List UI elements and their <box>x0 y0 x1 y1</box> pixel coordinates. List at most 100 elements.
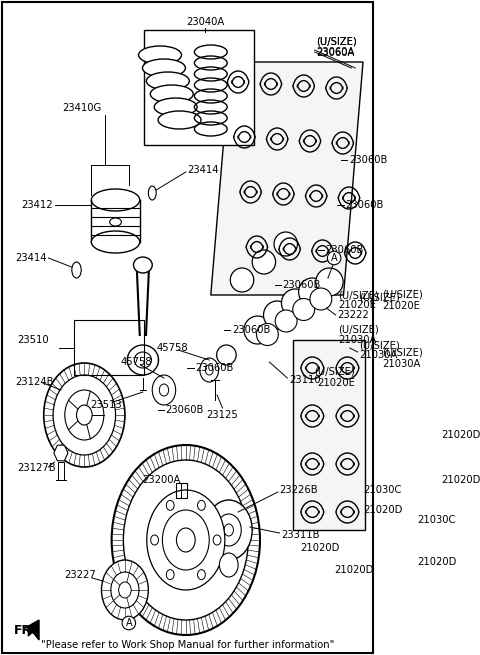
Circle shape <box>177 528 195 552</box>
Text: A: A <box>125 618 132 628</box>
Text: 21020E: 21020E <box>317 378 355 388</box>
Polygon shape <box>293 340 365 530</box>
Ellipse shape <box>264 301 291 329</box>
Text: 23412: 23412 <box>22 200 53 210</box>
Text: 23410G: 23410G <box>62 103 102 113</box>
Text: 21030C: 21030C <box>363 485 401 495</box>
Text: 23414: 23414 <box>187 165 219 175</box>
Circle shape <box>151 535 158 545</box>
Ellipse shape <box>299 278 326 306</box>
Polygon shape <box>54 445 68 461</box>
Text: 23124B: 23124B <box>16 377 54 387</box>
Text: A: A <box>331 253 337 263</box>
Text: 21030A: 21030A <box>359 350 397 360</box>
Circle shape <box>205 365 213 375</box>
Ellipse shape <box>316 268 343 296</box>
Circle shape <box>205 500 252 560</box>
Ellipse shape <box>293 299 314 320</box>
Circle shape <box>200 358 218 382</box>
Text: 21020D: 21020D <box>334 565 373 575</box>
Circle shape <box>216 514 241 546</box>
Ellipse shape <box>91 189 140 211</box>
Ellipse shape <box>139 46 181 64</box>
Text: 21030C: 21030C <box>418 515 456 525</box>
Text: 23060B: 23060B <box>345 200 384 210</box>
Text: 23040A: 23040A <box>186 17 225 27</box>
Circle shape <box>111 572 139 608</box>
Text: (U/SIZE): (U/SIZE) <box>359 293 400 303</box>
Ellipse shape <box>146 72 189 90</box>
Circle shape <box>198 570 205 580</box>
Ellipse shape <box>275 310 297 332</box>
Text: 23060A: 23060A <box>316 48 355 58</box>
Text: 23060B: 23060B <box>232 325 270 335</box>
Text: FR.: FR. <box>14 624 37 637</box>
Circle shape <box>101 560 148 620</box>
Circle shape <box>147 490 225 590</box>
Text: 23060B: 23060B <box>283 280 321 290</box>
Circle shape <box>159 384 168 396</box>
Bar <box>58 462 64 480</box>
Ellipse shape <box>256 324 278 345</box>
Circle shape <box>219 553 238 577</box>
Ellipse shape <box>72 262 81 278</box>
Text: 23222: 23222 <box>337 310 369 320</box>
Ellipse shape <box>252 250 276 274</box>
Text: (U/SIZE): (U/SIZE) <box>338 325 379 335</box>
Text: 23060B: 23060B <box>195 363 234 373</box>
Text: "Please refer to Work Shop Manual for further information": "Please refer to Work Shop Manual for fu… <box>41 640 334 650</box>
Circle shape <box>198 500 205 510</box>
Ellipse shape <box>148 186 156 200</box>
Text: 21020D: 21020D <box>418 557 457 567</box>
Circle shape <box>224 524 233 536</box>
Text: (U/SIZE): (U/SIZE) <box>316 37 357 47</box>
Circle shape <box>213 535 221 545</box>
Ellipse shape <box>216 345 236 365</box>
Ellipse shape <box>281 289 309 317</box>
Text: 23110: 23110 <box>289 375 321 385</box>
Text: 21020E: 21020E <box>338 300 376 310</box>
Text: 45758: 45758 <box>121 357 153 367</box>
Text: (U/SIZE): (U/SIZE) <box>316 37 357 47</box>
Polygon shape <box>25 620 39 640</box>
Text: 23311B: 23311B <box>281 530 320 540</box>
Text: 23200A: 23200A <box>142 475 180 485</box>
Ellipse shape <box>154 98 197 116</box>
Polygon shape <box>211 62 363 295</box>
Text: 23060B: 23060B <box>349 155 387 165</box>
Ellipse shape <box>110 218 121 226</box>
Text: 45758: 45758 <box>156 343 188 353</box>
Text: 23227: 23227 <box>64 570 96 580</box>
Circle shape <box>166 570 174 580</box>
Ellipse shape <box>244 316 271 344</box>
Circle shape <box>119 582 131 598</box>
Text: 23510: 23510 <box>17 335 49 345</box>
Text: 21020D: 21020D <box>363 505 402 515</box>
Text: (U/SIZE): (U/SIZE) <box>314 367 355 377</box>
Circle shape <box>65 390 104 440</box>
Bar <box>176 483 187 498</box>
Bar <box>144 30 254 145</box>
Ellipse shape <box>274 232 298 256</box>
Ellipse shape <box>150 85 193 103</box>
Text: 23127B: 23127B <box>17 463 56 473</box>
Text: (U/SIZE): (U/SIZE) <box>359 340 400 350</box>
Text: 23226B: 23226B <box>279 485 318 495</box>
Circle shape <box>76 405 92 425</box>
Text: 23060B: 23060B <box>166 405 204 415</box>
Ellipse shape <box>230 268 254 292</box>
Text: (U/SIZE)
21020E: (U/SIZE) 21020E <box>383 290 423 311</box>
Text: 23414: 23414 <box>15 253 47 263</box>
Ellipse shape <box>158 111 201 129</box>
Ellipse shape <box>143 59 185 77</box>
Circle shape <box>152 375 176 405</box>
Text: 23125: 23125 <box>206 410 239 420</box>
Text: 23060A: 23060A <box>316 47 355 57</box>
Text: (U/SIZE)
21030A: (U/SIZE) 21030A <box>383 347 423 369</box>
Text: 21020D: 21020D <box>441 430 480 440</box>
Text: (U/SIZE): (U/SIZE) <box>338 290 379 300</box>
Text: 23060B: 23060B <box>325 245 364 255</box>
Text: 21020D: 21020D <box>300 543 340 553</box>
Text: 21020D: 21020D <box>441 475 480 485</box>
Text: 21030A: 21030A <box>338 335 376 345</box>
